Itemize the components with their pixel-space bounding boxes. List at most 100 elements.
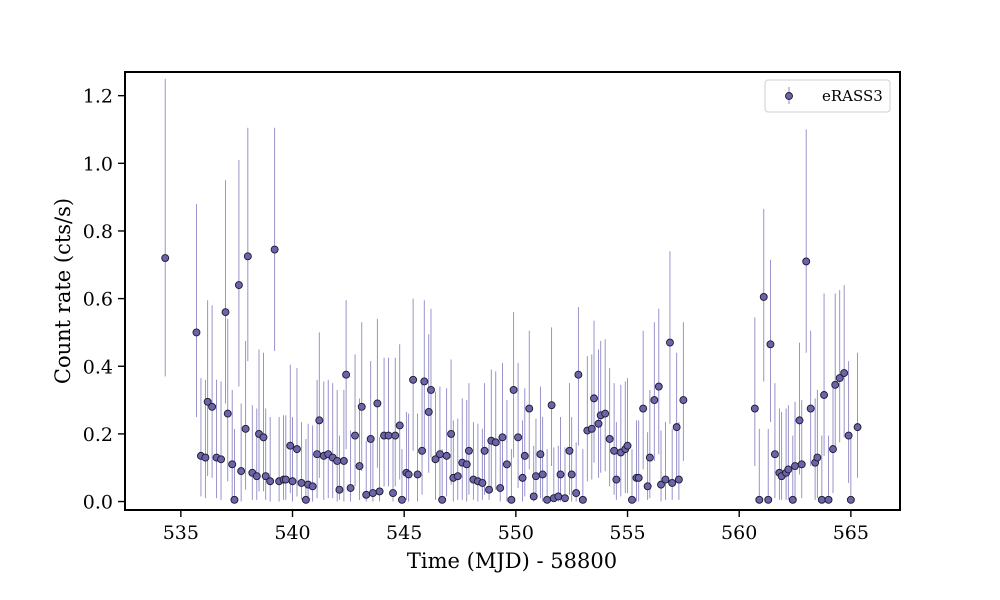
data-point (672, 423, 681, 432)
data-point (643, 482, 652, 491)
data-point (536, 450, 545, 459)
data-point (668, 478, 677, 487)
data-point (844, 431, 853, 440)
y-axis-ticks: 0.0 0.2 0.4 0.6 0.8 1.0 1.2 (83, 86, 125, 514)
data-point (293, 445, 301, 454)
data-point (628, 495, 636, 504)
y-tick-label: 0.0 (83, 492, 113, 514)
data-point (770, 450, 779, 459)
y-tick-label: 1.2 (83, 86, 113, 108)
y-tick-label: 0.6 (83, 289, 113, 311)
data-point (373, 399, 382, 408)
data-point (478, 478, 487, 487)
legend-box (764, 79, 891, 113)
data-point (384, 431, 393, 440)
data-point (413, 470, 422, 479)
data-point (427, 385, 435, 394)
y-tick-label: 0.8 (83, 221, 113, 243)
data-point (679, 396, 688, 405)
data-point (496, 484, 505, 492)
x-tick-label: 545 (386, 522, 422, 544)
data-point (286, 441, 295, 450)
x-tick-label: 560 (721, 522, 757, 544)
data-point (485, 485, 493, 494)
data-point (438, 495, 447, 504)
data-point (355, 462, 364, 470)
data-point (661, 475, 670, 484)
data-point (525, 404, 534, 413)
data-point (230, 495, 239, 504)
x-tick-label: 535 (163, 522, 199, 544)
data-point (498, 433, 507, 442)
y-tick-label: 0.4 (83, 356, 113, 378)
data-point (565, 446, 574, 455)
data-point (666, 338, 674, 347)
data-point (462, 460, 471, 469)
data-point (507, 495, 516, 504)
data-point (243, 252, 252, 261)
data-point (234, 281, 243, 290)
data-point (755, 495, 764, 504)
data-point (645, 453, 654, 462)
y-axis-label: Count rate (cts/s) (51, 198, 75, 384)
data-point (764, 495, 773, 504)
data-point (357, 402, 366, 411)
data-point (270, 245, 279, 254)
legend: eRASS3 (764, 79, 891, 113)
data-point (397, 495, 406, 504)
data-point (610, 446, 619, 455)
x-tick-label: 540 (274, 522, 310, 544)
data-point (639, 404, 648, 413)
data-point (301, 495, 310, 504)
data-point (228, 460, 237, 469)
x-tick-label: 555 (609, 522, 645, 544)
data-point (594, 419, 603, 428)
data-point (590, 394, 598, 403)
x-axis-label: Time (MJD) - 58800 (407, 549, 617, 573)
data-point (252, 472, 261, 481)
data-point (605, 435, 614, 443)
data-point (532, 472, 540, 481)
data-point (447, 429, 456, 438)
data-point (442, 451, 451, 460)
errorbar-layer (164, 78, 859, 502)
y-tick-label: 1.0 (83, 153, 113, 175)
data-point (820, 391, 829, 399)
data-point (657, 480, 665, 489)
data-point (368, 489, 377, 498)
data-point (612, 475, 621, 484)
data-point (491, 438, 500, 447)
data-point (817, 495, 826, 504)
data-point (520, 451, 529, 460)
data-point (409, 375, 418, 384)
data-point-layer (161, 245, 862, 504)
data-point (529, 492, 538, 501)
data-point (241, 424, 250, 433)
data-point (362, 490, 371, 499)
data-point (840, 369, 849, 377)
data-point (831, 380, 840, 389)
x-tick-label: 550 (498, 522, 534, 544)
data-point (418, 446, 426, 455)
data-point (795, 416, 804, 425)
data-point (567, 470, 576, 479)
data-point (538, 470, 547, 479)
data-point (453, 472, 462, 481)
data-point (750, 404, 759, 413)
data-point (375, 487, 384, 496)
data-point (217, 455, 225, 464)
data-point (788, 495, 797, 504)
data-point (587, 424, 596, 433)
y-tick-label: 0.2 (83, 424, 113, 446)
data-point (366, 435, 375, 443)
data-point (237, 467, 246, 476)
data-point (281, 475, 290, 484)
data-point (192, 328, 201, 337)
data-point (543, 495, 552, 504)
data-point (623, 441, 632, 450)
data-point (654, 382, 663, 391)
data-point (561, 494, 569, 503)
data-point (572, 489, 581, 498)
